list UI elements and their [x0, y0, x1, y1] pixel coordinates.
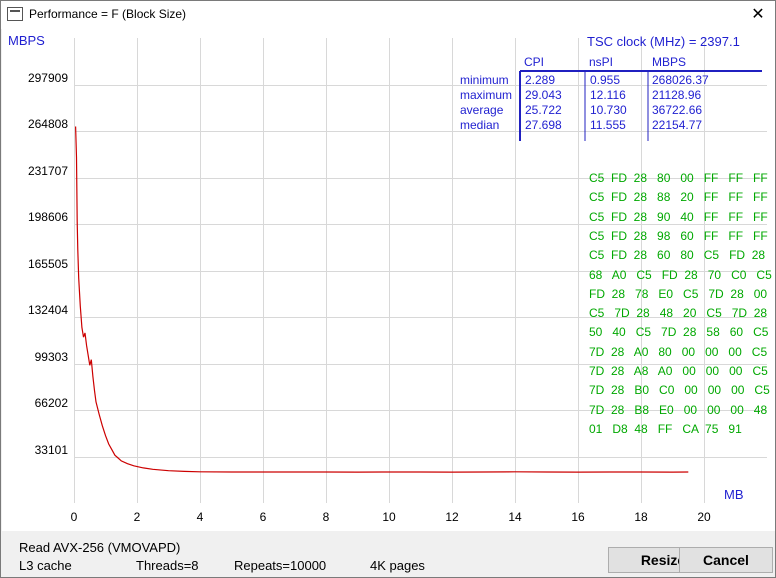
stats-nspi-cell: 0.955	[590, 73, 621, 87]
pages-label: 4K pages	[370, 558, 425, 573]
hexdump-line: 01 D8 48 FF CA 75 91	[589, 421, 742, 436]
stats-name-cell: minimum	[460, 73, 509, 87]
hexdump-line: 50 40 C5 7D 28 58 60 C5	[589, 325, 769, 340]
stats-cpi-cell: 25.722	[525, 103, 562, 117]
y-tick-label: 297909	[27, 71, 68, 85]
hexdump-line: 7D 28 B8 E0 00 00 00 48	[589, 402, 768, 417]
hexdump-line: 7D 28 B0 C0 00 00 00 C5	[589, 383, 770, 398]
hexdump-line: C5 7D 28 48 20 C5 7D 28	[589, 306, 768, 321]
x-tick-label: 6	[259, 510, 267, 524]
hexdump-line: 68 A0 C5 FD 28 70 C0 C5	[589, 267, 772, 282]
stats-nspi-cell: 11.555	[590, 118, 626, 132]
col-header-cpi: CPI	[524, 55, 545, 69]
stats-name-cell: maximum	[460, 88, 513, 102]
tsc-clock-label: TSC clock (MHz) = 2397.1	[587, 34, 740, 49]
col-header-mbps: MBPS	[652, 55, 687, 69]
window-title: Performance = F (Block Size)	[29, 7, 187, 21]
close-icon[interactable]: ✕	[751, 6, 765, 23]
repeats-label: Repeats=10000	[234, 558, 327, 573]
threads-label: Threads=8	[136, 558, 199, 573]
x-tick-label: 8	[322, 510, 330, 524]
stats-mbps-cell: 36722.66	[652, 103, 703, 117]
col-header-nspi: nsPI	[589, 55, 614, 69]
stats-name-cell: median	[460, 118, 500, 132]
x-tick-label: 12	[445, 510, 459, 524]
stats-mbps-cell: 22154.77	[652, 118, 703, 132]
performance-chart	[74, 38, 767, 503]
y-tick-label: 66202	[34, 396, 68, 410]
hexdump-line: C5 FD 28 98 60 FF FF FF	[589, 228, 768, 243]
hexdump-line: C5 FD 28 90 40 FF FF FF	[589, 209, 768, 224]
x-tick-label: 20	[697, 510, 711, 524]
x-tick-label: 10	[382, 510, 396, 524]
y-tick-label: 198606	[27, 210, 68, 224]
operation-label: Read AVX-256 (VMOVAPD)	[19, 540, 181, 555]
x-tick-label: 0	[70, 510, 78, 524]
stats-cpi-cell: 29.043	[525, 88, 562, 102]
stats-mbps-cell: 21128.96	[652, 88, 702, 102]
x-tick-label: 4	[196, 510, 204, 524]
cancel-button[interactable]: Cancel	[679, 547, 773, 573]
hexdump-line: 7D 28 A0 80 00 00 00 C5	[589, 344, 768, 359]
stats-mbps-cell: 268026.37	[652, 73, 709, 87]
stats-cpi-cell: 27.698	[525, 118, 562, 132]
x-tick-label: 2	[133, 510, 141, 524]
cache-label: L3 cache	[19, 558, 72, 573]
x-tick-label: 16	[571, 510, 585, 524]
y-tick-label: 165505	[27, 257, 68, 271]
hexdump-line: C5 FD 28 60 80 C5 FD 28	[589, 248, 766, 263]
y-axis-label: MBPS	[8, 33, 45, 48]
y-tick-label: 33101	[34, 443, 68, 457]
chart-area: MBPS MB 297909 264808 231707 198606 165505 13…	[2, 29, 775, 531]
x-tick-label: 18	[634, 510, 648, 524]
y-tick-label: 132404	[27, 303, 68, 317]
hexdump-line: C5 FD 28 88 20 FF FF FF	[589, 190, 768, 205]
y-tick-label: 264808	[27, 117, 68, 131]
window-app-icon	[7, 7, 23, 21]
stats-nspi-cell: 12.116	[590, 88, 626, 102]
stats-nspi-cell: 10.730	[590, 103, 627, 117]
y-tick-label: 99303	[34, 350, 68, 364]
x-axis-label: MB	[724, 487, 744, 502]
hexdump-line: 7D 28 A8 A0 00 00 00 C5	[589, 364, 768, 378]
title-bar[interactable]: Performance = F (Block Size) ✕	[1, 1, 775, 29]
y-tick-label: 231707	[27, 164, 68, 178]
hexdump-line: C5 FD 28 80 00 FF FF FF	[589, 171, 768, 185]
hexdump-line: FD 28 78 E0 C5 7D 28 00	[589, 286, 768, 301]
series-line	[75, 126, 689, 473]
status-panel: Read AVX-256 (VMOVAPD) L3 cache Threads=…	[1, 531, 775, 577]
stats-cpi-cell: 2.289	[525, 73, 556, 87]
stats-name-cell: average	[460, 103, 504, 117]
x-tick-label: 14	[508, 510, 522, 524]
